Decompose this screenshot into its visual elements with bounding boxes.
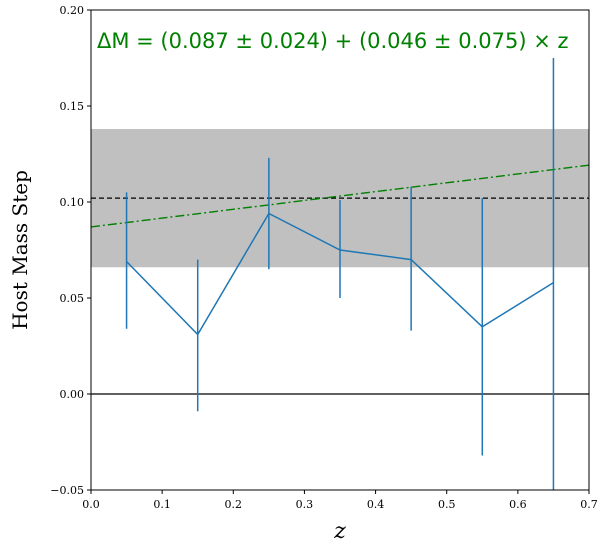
x-tick-label: 0.6 [509,498,527,511]
series-line [126,212,554,336]
x-tick-label: 0.3 [296,498,314,511]
y-tick-label: 0.15 [60,100,85,113]
fit-line [90,164,590,228]
y-axis-label: Host Mass Step [8,170,32,330]
fit-equation-annotation: ΔM = (0.087 ± 0.024) + (0.046 ± 0.075) ×… [97,29,569,53]
x-tick-label: 0.4 [367,498,385,511]
y-ticks: −0.05 0.00 0.05 0.10 0.15 0.20 [50,4,91,497]
y-tick-label: −0.05 [50,484,84,497]
x-ticks: 0.0 0.1 0.2 0.3 0.4 0.5 0.6 0.7 [82,490,598,511]
y-tick-label: 0.05 [60,292,85,305]
plot-frame [90,9,590,491]
x-tick-label: 0.2 [225,498,243,511]
reference-lines-layer [91,197,589,395]
series-layer [125,58,555,490]
x-tick-label: 0.0 [82,498,100,511]
x-tick-label: 0.7 [580,498,598,511]
y-tick-label: 0.20 [60,4,85,17]
x-tick-label: 0.5 [438,498,456,511]
y-tick-label: 0.00 [60,388,85,401]
fit-line-layer [90,164,590,228]
y-tick-label: 0.10 [60,196,85,209]
x-tick-label: 0.1 [153,498,171,511]
x-axis-label: z [333,519,346,544]
